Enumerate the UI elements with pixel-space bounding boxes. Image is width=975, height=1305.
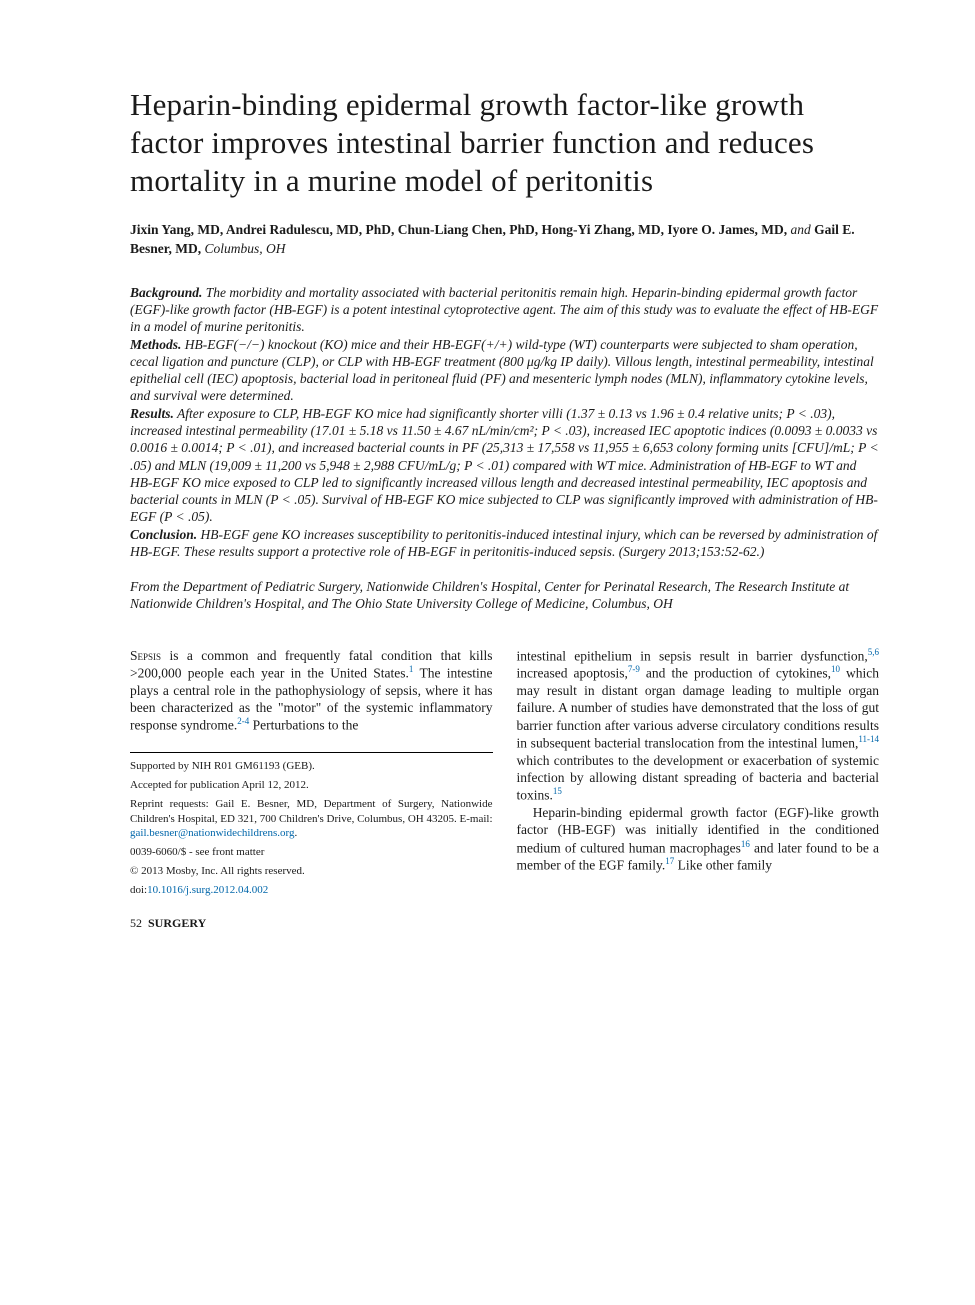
body-paragraph: Sepsis is a common and frequently fatal … [130, 647, 493, 734]
abstract-results: Results. After exposure to CLP, HB-EGF K… [130, 405, 879, 526]
footnote-doi: doi:10.1016/j.surg.2012.04.002 [130, 883, 493, 898]
author-list: Jixin Yang, MD, Andrei Radulescu, MD, Ph… [130, 221, 879, 257]
body-paragraph: intestinal epithelium in sepsis result i… [517, 647, 880, 804]
abstract-methods: Methods. HB-EGF(−/−) knockout (KO) mice … [130, 336, 879, 405]
page-footer: 52 SURGERY [130, 916, 879, 931]
footnote-issn: 0039-6060/$ - see front matter [130, 845, 493, 860]
abstract-conclusion: Conclusion. HB-EGF gene KO increases sus… [130, 526, 879, 561]
body-columns: Sepsis is a common and frequently fatal … [130, 647, 879, 902]
abstract-background: Background. The morbidity and mortality … [130, 284, 879, 336]
page-number: 52 [130, 916, 142, 930]
column-left: Sepsis is a common and frequently fatal … [130, 647, 493, 902]
author-affiliation: From the Department of Pediatric Surgery… [130, 578, 879, 613]
footnote-reprint: Reprint requests: Gail E. Besner, MD, De… [130, 797, 493, 842]
column-right: intestinal epithelium in sepsis result i… [517, 647, 880, 902]
footnotes-block: Supported by NIH R01 GM61193 (GEB). Acce… [130, 752, 493, 898]
footnote-copyright: © 2013 Mosby, Inc. All rights reserved. [130, 864, 493, 879]
article-title: Heparin-binding epidermal growth factor-… [130, 86, 879, 199]
journal-name: SURGERY [148, 916, 206, 930]
footnote-accepted: Accepted for publication April 12, 2012. [130, 778, 493, 793]
footnote-support: Supported by NIH R01 GM61193 (GEB). [130, 759, 493, 774]
abstract-section: Background. The morbidity and mortality … [130, 284, 879, 560]
body-paragraph: Heparin-binding epidermal growth factor … [517, 804, 880, 874]
